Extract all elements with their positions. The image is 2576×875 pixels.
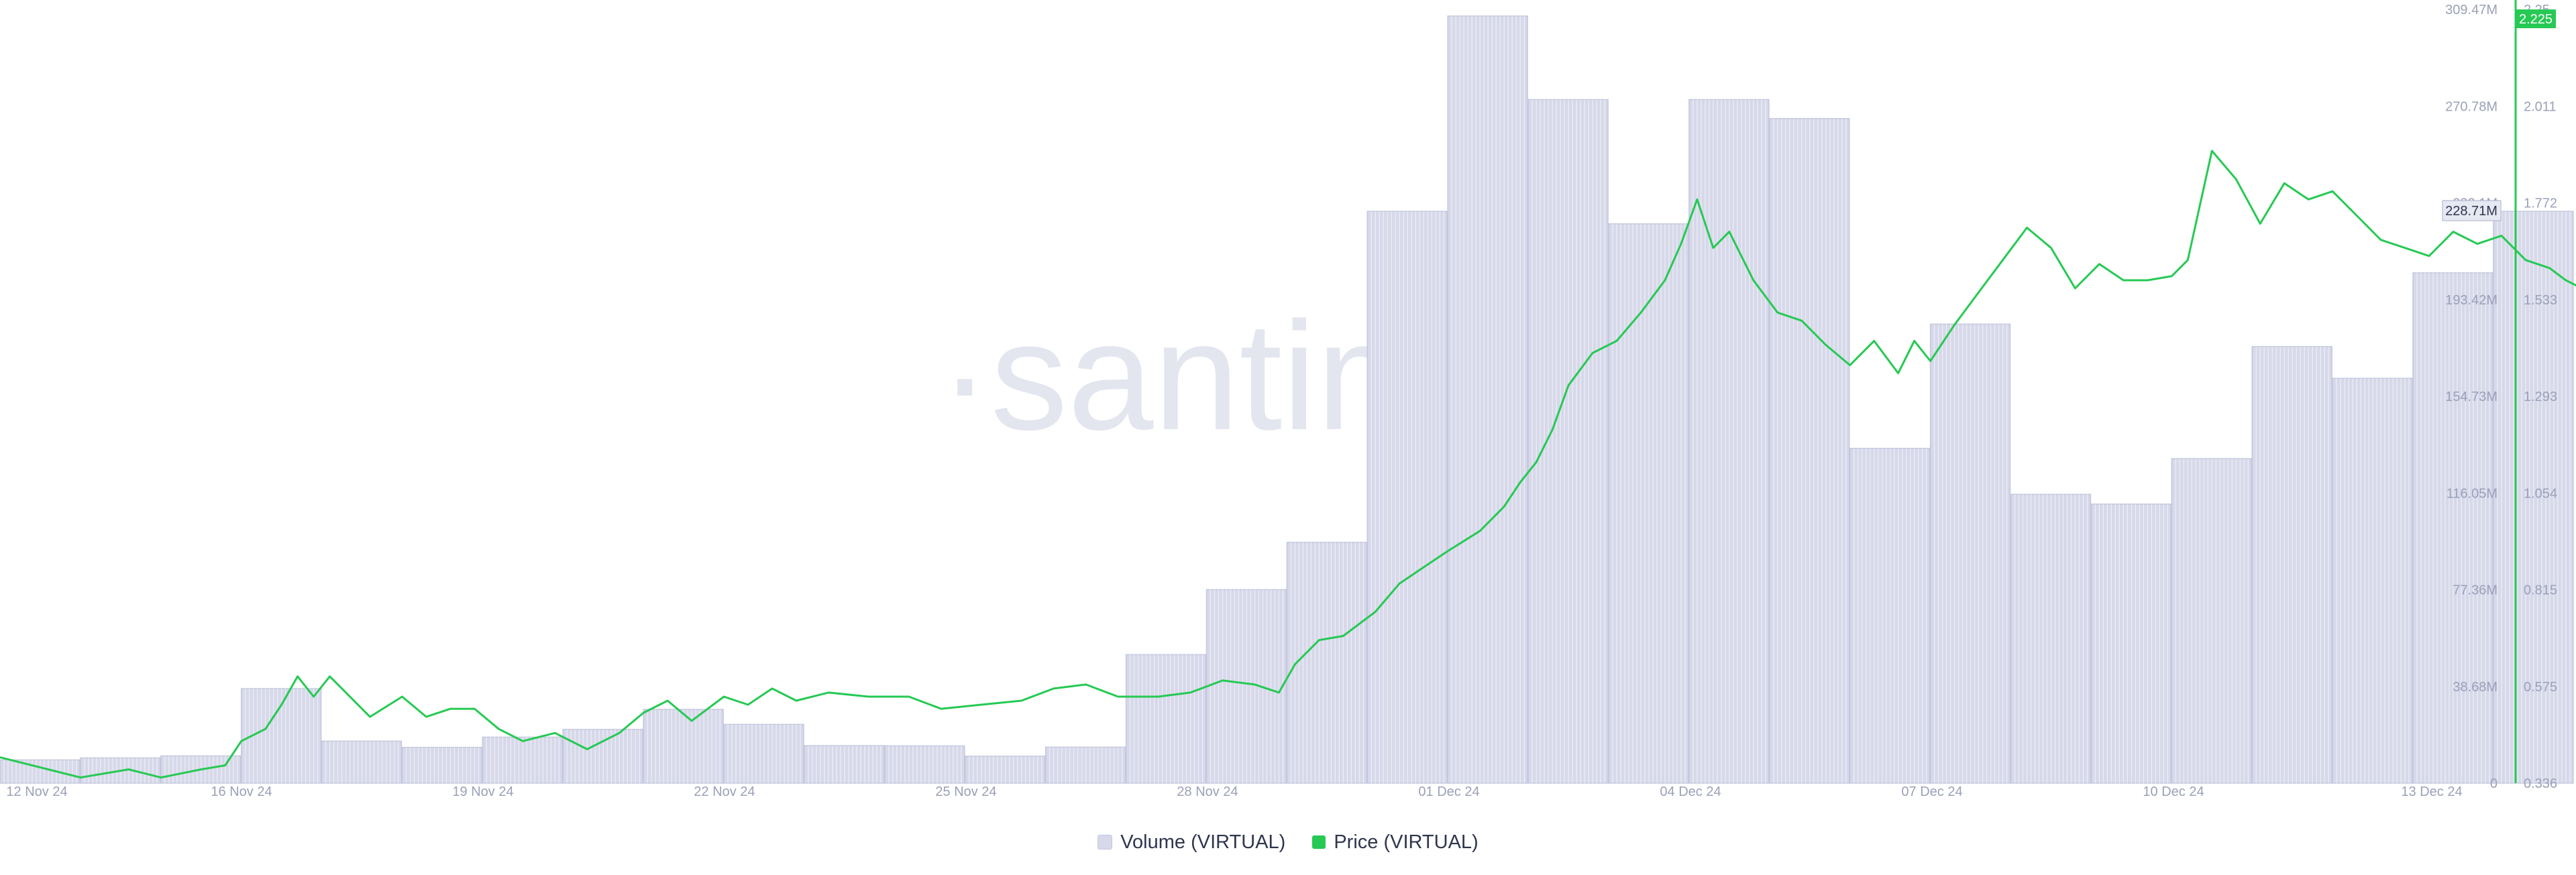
price-tick-label: 0.336	[2524, 776, 2557, 791]
price-line	[0, 150, 2576, 779]
volume-bar-hatch	[1049, 747, 1123, 783]
current-volume-label: 228.71M	[2445, 204, 2498, 219]
volume-bar-hatch	[2014, 494, 2088, 783]
volume-bar-hatch	[2497, 211, 2571, 783]
x-axis: 12 Nov 24 16 Nov 24 19 Nov 24 22 Nov 24 25 N…	[6, 784, 2462, 799]
volume-bar-hatch	[2255, 346, 2329, 783]
volume-bar-hatch	[2175, 459, 2249, 783]
volume-swatch	[1097, 835, 1113, 850]
price-tick-label: 1.533	[2524, 293, 2557, 308]
x-tick-label: 16 Nov 24	[211, 784, 272, 799]
volume-bar-hatch	[1773, 118, 1847, 783]
volume-bar-hatch	[2094, 504, 2168, 783]
price-tick-label: 2.011	[2524, 99, 2557, 114]
volume-bar-hatch	[325, 741, 399, 783]
volume-tick-label: 0	[2490, 776, 2498, 791]
volume-bar-hatch	[1934, 324, 2008, 783]
volume-tick-label: 154.73M	[2445, 390, 2498, 404]
legend-label-price: Price (VIRTUAL)	[1334, 831, 1479, 853]
current-price-marker: 2.225	[2516, 9, 2556, 29]
x-tick-label: 12 Nov 24	[6, 784, 67, 799]
current-price-box	[2516, 9, 2556, 29]
x-tick-label: 19 Nov 24	[452, 784, 513, 799]
volume-bar-hatch	[1371, 211, 1444, 783]
price-tick-label: 0.575	[2524, 680, 2557, 695]
volume-bar-hatching	[3, 16, 2571, 783]
volume-bar-hatch	[2336, 378, 2410, 783]
volume-bar-hatch	[647, 709, 720, 783]
x-tick-label: 22 Nov 24	[694, 784, 755, 799]
price-tick-label: 1.293	[2524, 390, 2557, 404]
volume-tick-label: 116.05M	[2447, 486, 2498, 501]
volume-tick-label: 270.78M	[2445, 99, 2498, 114]
volume-bar-hatch	[1290, 542, 1364, 783]
price-tick-label: 1.772	[2524, 196, 2557, 211]
current-volume-marker: 228.71M	[2442, 200, 2502, 221]
volume-tick-label: 38.68M	[2453, 680, 2498, 695]
legend: Volume (VIRTUAL) Price (VIRTUAL)	[0, 826, 2576, 858]
volume-bar-hatch	[808, 746, 881, 783]
volume-bar-hatch	[1854, 448, 1927, 783]
x-tick-label: 10 Dec 24	[2143, 784, 2204, 799]
volume-bar-hatch	[727, 724, 801, 783]
volume-bar-hatch	[1130, 654, 1203, 783]
x-tick-label: 28 Nov 24	[1177, 784, 1238, 799]
volume-bar-hatch	[486, 737, 559, 783]
x-tick-label: 01 Dec 24	[1418, 784, 1479, 799]
volume-bar-hatch	[1693, 99, 1766, 783]
volume-bar-hatch	[1532, 99, 1605, 783]
volume-bar-hatch	[888, 746, 962, 783]
volume-tick-label: 77.36M	[2453, 583, 2498, 598]
volume-tick-label: 309.47M	[2445, 3, 2498, 17]
x-tick-label: 13 Dec 24	[2401, 784, 2462, 799]
x-tick-label: 25 Nov 24	[935, 784, 996, 799]
current-volume-box	[2442, 200, 2502, 221]
price-tick-label: 0.815	[2524, 583, 2557, 598]
price-tick-label: 1.054	[2524, 486, 2557, 501]
x-tick-label: 07 Dec 24	[1901, 784, 1962, 799]
volume-tick-label: 193.42M	[2445, 293, 2498, 308]
volume-bar-hatch	[2416, 272, 2490, 783]
legend-label-volume: Volume (VIRTUAL)	[1120, 831, 1286, 853]
price-swatch	[1312, 835, 1326, 849]
volume-bar-hatch	[1451, 16, 1525, 783]
legend-item-price[interactable]: Price (VIRTUAL)	[1312, 831, 1479, 854]
volume-bar-hatch	[566, 729, 640, 783]
volume-bar-hatch	[1612, 223, 1686, 783]
x-tick-label: 04 Dec 24	[1660, 784, 1721, 799]
current-price-label: 2.225	[2519, 12, 2553, 27]
volume-bar-hatch	[969, 756, 1042, 783]
volume-bar-hatch	[405, 747, 480, 783]
legend-item-volume[interactable]: Volume (VIRTUAL)	[1097, 831, 1285, 854]
